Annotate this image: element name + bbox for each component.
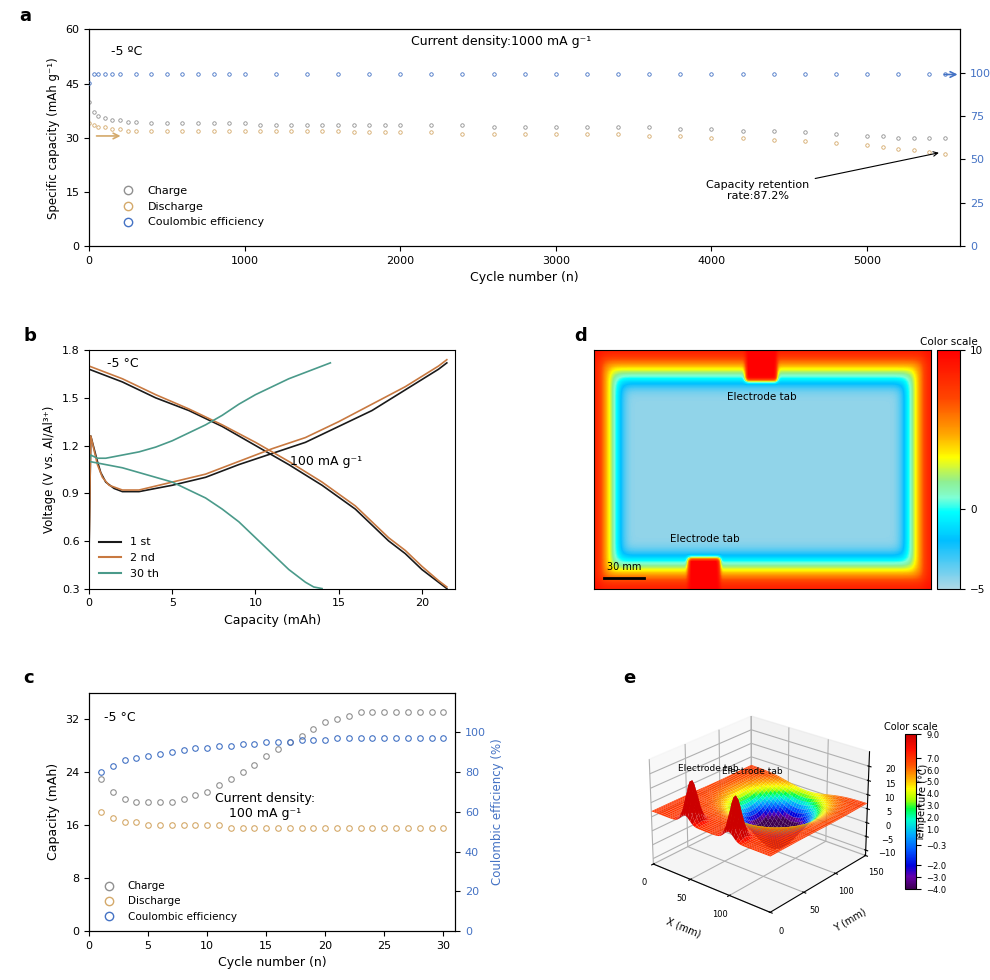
Text: Current density:
100 mA g⁻¹: Current density: 100 mA g⁻¹ xyxy=(215,792,315,819)
Text: 100 mA g⁻¹: 100 mA g⁻¹ xyxy=(290,455,362,467)
Text: Electrode tab: Electrode tab xyxy=(670,533,740,544)
X-axis label: Capacity (mAh): Capacity (mAh) xyxy=(224,613,321,627)
Legend: Charge, Discharge, Coulombic efficiency: Charge, Discharge, Coulombic efficiency xyxy=(94,877,241,926)
X-axis label: Cycle number (n): Cycle number (n) xyxy=(218,956,327,969)
Text: Capacity retention
rate:87.2%: Capacity retention rate:87.2% xyxy=(707,152,938,201)
Title: Color scale: Color scale xyxy=(884,722,938,732)
Text: Electrode tab: Electrode tab xyxy=(727,392,797,402)
Legend: 1 st, 2 nd, 30 th: 1 st, 2 nd, 30 th xyxy=(95,533,163,583)
Text: -5 ºC: -5 ºC xyxy=(111,45,143,59)
Text: Current density:1000 mA g⁻¹: Current density:1000 mA g⁻¹ xyxy=(412,34,592,48)
Text: b: b xyxy=(23,326,36,345)
Y-axis label: Y (mm): Y (mm) xyxy=(832,906,868,934)
X-axis label: X (mm): X (mm) xyxy=(665,916,703,939)
Text: c: c xyxy=(23,669,34,687)
Y-axis label: Coulombic efficiency (%): Coulombic efficiency (%) xyxy=(491,738,505,885)
X-axis label: Cycle number (n): Cycle number (n) xyxy=(470,271,579,284)
Title: Color scale: Color scale xyxy=(920,336,977,347)
Text: 30 mm: 30 mm xyxy=(607,563,642,572)
Y-axis label: Capacity (mAh): Capacity (mAh) xyxy=(47,763,59,860)
Text: d: d xyxy=(574,326,587,345)
Text: a: a xyxy=(20,7,32,24)
Text: -5 °C: -5 °C xyxy=(107,357,139,369)
Y-axis label: Voltage (V vs. Al/Al³⁺): Voltage (V vs. Al/Al³⁺) xyxy=(44,406,56,533)
Text: -5 °C: -5 °C xyxy=(104,711,136,724)
Legend: Charge, Discharge, Coulombic efficiency: Charge, Discharge, Coulombic efficiency xyxy=(112,182,268,232)
Text: e: e xyxy=(624,669,636,687)
Y-axis label: Specific capacity (mAh g⁻¹): Specific capacity (mAh g⁻¹) xyxy=(47,57,59,219)
